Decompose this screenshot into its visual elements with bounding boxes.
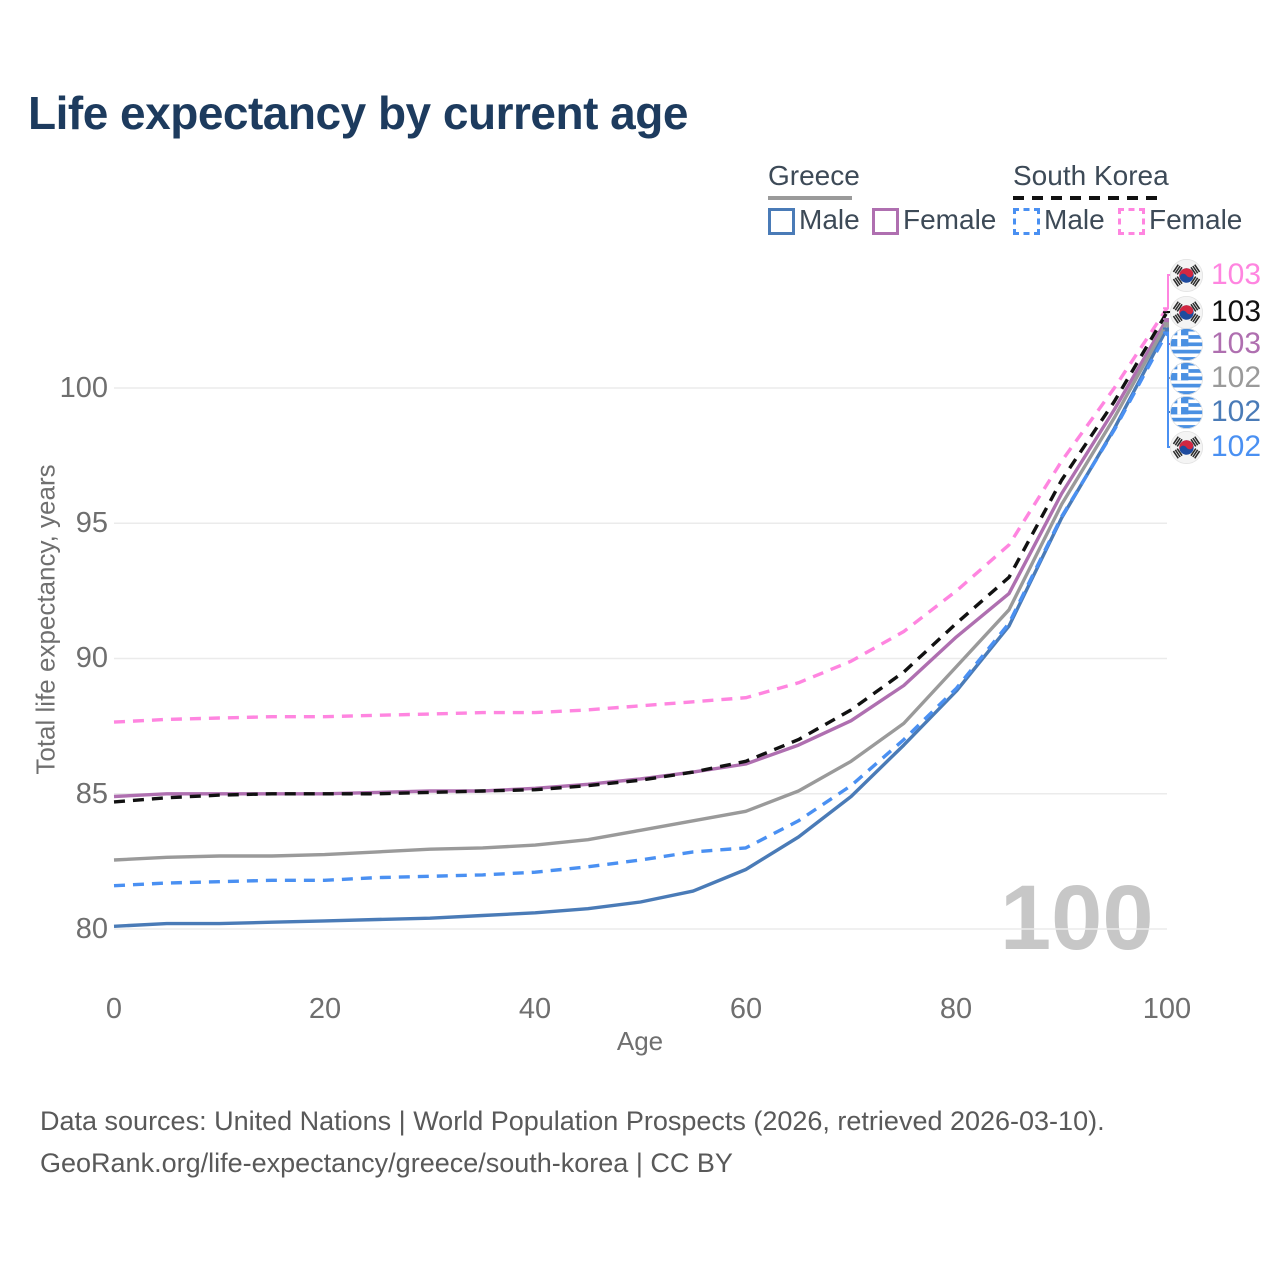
age-counter-watermark: 100 bbox=[1000, 867, 1154, 969]
south-korea-flag-icon bbox=[1170, 258, 1203, 292]
x-tick-40: 40 bbox=[518, 993, 552, 1025]
y-tick-100: 100 bbox=[59, 372, 108, 404]
end-label-south-korea-female[interactable]: 103 bbox=[1170, 258, 1261, 292]
x-tick-80: 80 bbox=[939, 993, 973, 1025]
south-korea-flag-icon bbox=[1170, 430, 1203, 464]
end-label-south-korea-male[interactable]: 102 bbox=[1170, 430, 1261, 464]
legend-group-south-korea[interactable]: South Korea bbox=[1013, 160, 1169, 191]
series-line-greece-female[interactable] bbox=[113, 318, 1169, 799]
legend-item-greece-male[interactable]: Male bbox=[799, 204, 860, 235]
series-line-greece-all[interactable] bbox=[113, 322, 1169, 862]
series-line-south-korea-female[interactable] bbox=[113, 307, 1169, 724]
legend-greece-line-swatch bbox=[768, 196, 852, 200]
greece-flag-icon bbox=[1170, 362, 1203, 395]
legend-swatch-south-korea-male[interactable] bbox=[1013, 208, 1040, 235]
chart-title: Life expectancy by current age bbox=[28, 87, 688, 139]
x-tick-0: 0 bbox=[105, 993, 123, 1025]
x-tick-20: 20 bbox=[308, 993, 342, 1025]
legend-swatch-greece-female[interactable] bbox=[872, 208, 899, 235]
x-axis-title: Age bbox=[616, 1026, 664, 1056]
y-tick-90: 90 bbox=[75, 642, 108, 674]
series-line-greece-male[interactable] bbox=[113, 327, 1169, 928]
y-tick-80: 80 bbox=[75, 913, 108, 945]
end-label-greece-male[interactable]: 102 bbox=[1170, 395, 1261, 429]
end-label-value: 103 bbox=[1211, 295, 1262, 328]
end-label-greece-female[interactable]: 103 bbox=[1170, 327, 1261, 361]
legend-item-south-korea-female[interactable]: Female bbox=[1149, 204, 1243, 235]
end-label-greece-all[interactable]: 102 bbox=[1170, 361, 1261, 395]
y-tick-95: 95 bbox=[75, 507, 108, 539]
x-tick-100: 100 bbox=[1142, 993, 1192, 1025]
end-label-value: 102 bbox=[1211, 395, 1262, 428]
greece-flag-icon bbox=[1170, 328, 1203, 361]
end-label-value: 102 bbox=[1211, 361, 1262, 394]
end-label-value: 102 bbox=[1211, 430, 1262, 463]
legend-south-korea-line-swatch bbox=[1013, 196, 1161, 200]
end-label-south-korea-all[interactable]: 103 bbox=[1170, 295, 1261, 329]
end-label-value: 103 bbox=[1211, 327, 1262, 360]
legend-group-greece[interactable]: Greece bbox=[768, 160, 860, 191]
y-axis-title: Total life expectancy, years bbox=[30, 464, 61, 775]
x-tick-60: 60 bbox=[729, 993, 763, 1025]
series-line-south-korea-male[interactable] bbox=[113, 331, 1169, 888]
legend-item-greece-female[interactable]: Female bbox=[903, 204, 997, 235]
series-line-south-korea-all[interactable] bbox=[113, 311, 1169, 804]
data-sources-text: Data sources: United Nations | World Pop… bbox=[40, 1106, 1105, 1136]
greece-flag-icon bbox=[1170, 396, 1203, 429]
attribution-link-text[interactable]: GeoRank.org/life-expectancy/greece/south… bbox=[40, 1148, 733, 1178]
y-tick-85: 85 bbox=[75, 778, 108, 810]
legend-swatch-south-korea-female[interactable] bbox=[1118, 208, 1145, 235]
south-korea-flag-icon bbox=[1170, 295, 1203, 329]
legend-item-south-korea-male[interactable]: Male bbox=[1044, 204, 1105, 235]
end-label-value: 103 bbox=[1211, 258, 1262, 291]
legend-swatch-greece-male[interactable] bbox=[768, 208, 795, 235]
